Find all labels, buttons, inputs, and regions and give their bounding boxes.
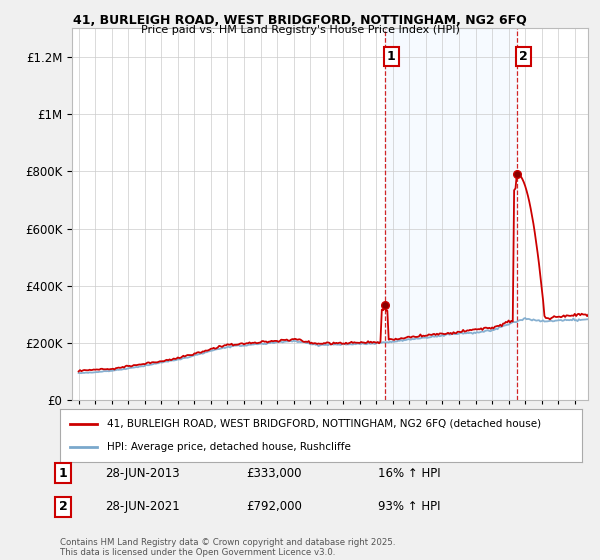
Text: Price paid vs. HM Land Registry's House Price Index (HPI): Price paid vs. HM Land Registry's House … [140,25,460,35]
Text: 41, BURLEIGH ROAD, WEST BRIDGFORD, NOTTINGHAM, NG2 6FQ (detached house): 41, BURLEIGH ROAD, WEST BRIDGFORD, NOTTI… [107,419,541,429]
Text: £333,000: £333,000 [246,466,302,480]
Text: Contains HM Land Registry data © Crown copyright and database right 2025.
This d: Contains HM Land Registry data © Crown c… [60,538,395,557]
Text: £792,000: £792,000 [246,500,302,514]
Text: 28-JUN-2013: 28-JUN-2013 [105,466,179,480]
Text: 93% ↑ HPI: 93% ↑ HPI [378,500,440,514]
Text: 2: 2 [520,50,528,63]
Text: HPI: Average price, detached house, Rushcliffe: HPI: Average price, detached house, Rush… [107,442,351,452]
Bar [385,28,517,400]
Text: 1: 1 [59,466,67,480]
Text: 16% ↑ HPI: 16% ↑ HPI [378,466,440,480]
Text: 1: 1 [387,50,396,63]
Text: 2: 2 [59,500,67,514]
Text: 28-JUN-2021: 28-JUN-2021 [105,500,180,514]
Text: 41, BURLEIGH ROAD, WEST BRIDGFORD, NOTTINGHAM, NG2 6FQ: 41, BURLEIGH ROAD, WEST BRIDGFORD, NOTTI… [73,14,527,27]
